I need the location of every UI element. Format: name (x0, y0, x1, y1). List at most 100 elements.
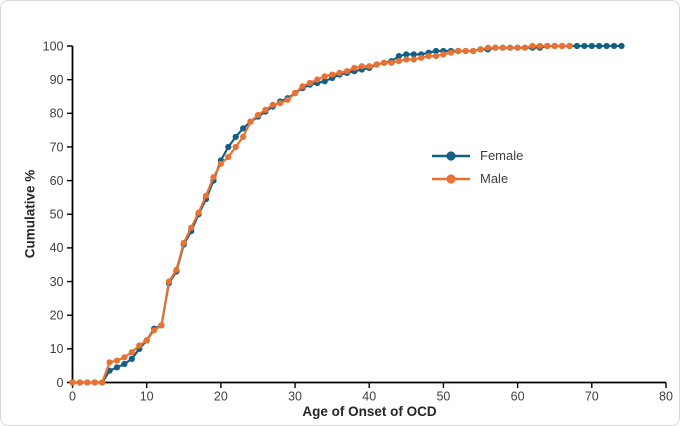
male-data-point (410, 56, 417, 63)
male-data-point (544, 42, 551, 50)
female-data-point (321, 78, 328, 85)
y-tick-label: 30 (50, 275, 64, 289)
male-data-point (225, 153, 232, 161)
male-data-point (151, 327, 158, 334)
y-tick-label: 10 (50, 342, 64, 356)
male-data-point (314, 76, 321, 83)
legend-item-male: Male (431, 171, 523, 186)
x-tick-label: 10 (140, 390, 154, 404)
male-data-point (536, 42, 544, 50)
male-data-point (395, 58, 402, 65)
male-data-point (336, 69, 343, 76)
male-data-point (84, 379, 91, 386)
male-data-point (106, 359, 113, 366)
y-tick-label: 50 (50, 208, 64, 222)
male-data-point (91, 379, 98, 386)
male-data-point (262, 106, 269, 113)
male-data-point (470, 47, 477, 55)
legend-label-female: Female (480, 148, 524, 163)
x-tick-label: 0 (69, 390, 76, 404)
female-line-marker-icon (432, 150, 470, 161)
female-data-point (596, 42, 603, 50)
y-tick-label: 90 (50, 73, 64, 87)
male-data-point (425, 53, 432, 60)
male-data-point (217, 160, 224, 167)
male-data-point (559, 42, 566, 50)
male-data-point (351, 64, 358, 71)
male-data-point (188, 224, 195, 231)
female-data-point (128, 355, 135, 362)
male-data-point (143, 337, 150, 344)
y-tick-label: 100 (43, 39, 64, 53)
male-data-point (69, 379, 76, 386)
male-data-point (136, 342, 143, 349)
male-data-point (418, 54, 425, 61)
male-data-point (269, 101, 276, 108)
male-data-point (358, 63, 365, 70)
female-data-point (603, 42, 610, 50)
male-data-point (551, 42, 558, 50)
x-tick-label: 40 (362, 390, 376, 404)
female-data-point (232, 133, 239, 140)
female-data-point (225, 143, 232, 151)
y-tick-label: 60 (50, 174, 64, 188)
male-data-point (321, 73, 328, 80)
male-data-point (381, 59, 388, 66)
y-tick-label: 70 (50, 140, 64, 154)
male-data-point (254, 111, 262, 119)
female-data-point (240, 125, 247, 132)
male-data-point (529, 42, 536, 50)
x-tick-label: 50 (436, 390, 450, 404)
male-data-point (173, 266, 180, 273)
male-data-point (76, 379, 83, 386)
male-data-point (388, 59, 395, 66)
legend-label-male: Male (480, 171, 509, 186)
y-tick-label: 20 (50, 309, 64, 323)
male-data-point (292, 90, 299, 97)
male-data-point (99, 379, 106, 386)
male-data-point (440, 51, 447, 58)
male-data-point (240, 133, 247, 140)
x-tick-label: 70 (585, 390, 599, 404)
male-data-point (492, 44, 499, 51)
y-tick-label: 40 (50, 241, 64, 255)
male-data-point (521, 44, 529, 51)
male-data-point (566, 42, 573, 50)
male-data-point (432, 53, 440, 60)
male-data-point (507, 44, 514, 51)
male-data-point (113, 357, 121, 364)
male-series-line (71, 44, 571, 384)
male-data-point (277, 100, 284, 107)
x-tick-label: 20 (214, 390, 228, 404)
x-axis-title: Age of Onset of OCD (302, 404, 437, 419)
male-data-point (514, 44, 521, 51)
male-data-point (447, 49, 454, 56)
female-data-point (410, 51, 417, 58)
male-data-point (202, 192, 210, 199)
male-data-point (366, 63, 373, 70)
male-data-point (306, 79, 313, 87)
x-tick-label: 80 (659, 390, 673, 404)
female-data-point (588, 42, 595, 50)
male-line-marker-icon (432, 173, 470, 184)
female-data-point (573, 42, 581, 50)
female-data-point (121, 360, 128, 368)
male-data-point (232, 143, 239, 151)
male-data-point (477, 46, 484, 53)
male-data-point (284, 96, 291, 103)
y-axis-title: Cumulative % (22, 169, 38, 259)
y-tick-label: 80 (50, 107, 64, 121)
x-tick-label: 30 (288, 390, 302, 404)
male-data-point (210, 174, 217, 181)
female-data-point (618, 42, 625, 50)
male-data-point (180, 239, 187, 246)
male-data-point (128, 349, 135, 356)
male-data-point (499, 44, 506, 51)
male-data-point (158, 322, 165, 329)
y-tick-label: 0 (57, 376, 64, 390)
male-data-point (455, 47, 462, 55)
female-data-point (581, 42, 588, 50)
x-tick-label: 60 (511, 390, 525, 404)
